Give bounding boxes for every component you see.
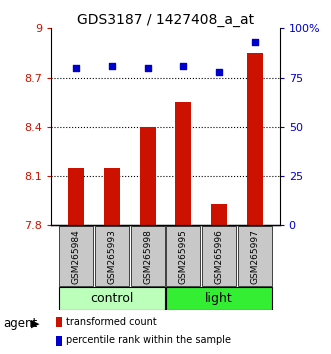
Text: GSM265995: GSM265995 — [179, 229, 188, 284]
Point — [73, 65, 79, 70]
Title: GDS3187 / 1427408_a_at: GDS3187 / 1427408_a_at — [77, 13, 254, 27]
Text: light: light — [205, 292, 233, 305]
Text: GSM265984: GSM265984 — [72, 229, 81, 284]
Point — [109, 63, 115, 69]
Text: transformed count: transformed count — [66, 316, 157, 327]
Bar — [95, 226, 129, 286]
Point — [145, 65, 150, 70]
Bar — [59, 287, 165, 310]
Bar — [56, 317, 62, 327]
Bar — [211, 204, 227, 225]
Text: control: control — [90, 292, 134, 305]
Point — [216, 69, 222, 74]
Bar — [166, 287, 272, 310]
Text: agent: agent — [3, 318, 37, 330]
Text: GSM265997: GSM265997 — [250, 229, 259, 284]
Bar — [175, 102, 191, 225]
Bar — [140, 127, 156, 225]
Bar — [59, 226, 93, 286]
Text: GSM265998: GSM265998 — [143, 229, 152, 284]
Bar — [238, 226, 272, 286]
Text: ▶: ▶ — [31, 319, 39, 329]
Bar — [68, 168, 84, 225]
Text: GSM265993: GSM265993 — [108, 229, 117, 284]
Bar — [247, 53, 263, 225]
Point — [181, 63, 186, 69]
Bar — [166, 226, 201, 286]
Bar — [56, 336, 62, 346]
Bar — [130, 226, 165, 286]
Text: percentile rank within the sample: percentile rank within the sample — [66, 335, 231, 345]
Bar — [104, 168, 120, 225]
Bar — [202, 226, 236, 286]
Point — [252, 39, 258, 45]
Text: GSM265996: GSM265996 — [214, 229, 223, 284]
